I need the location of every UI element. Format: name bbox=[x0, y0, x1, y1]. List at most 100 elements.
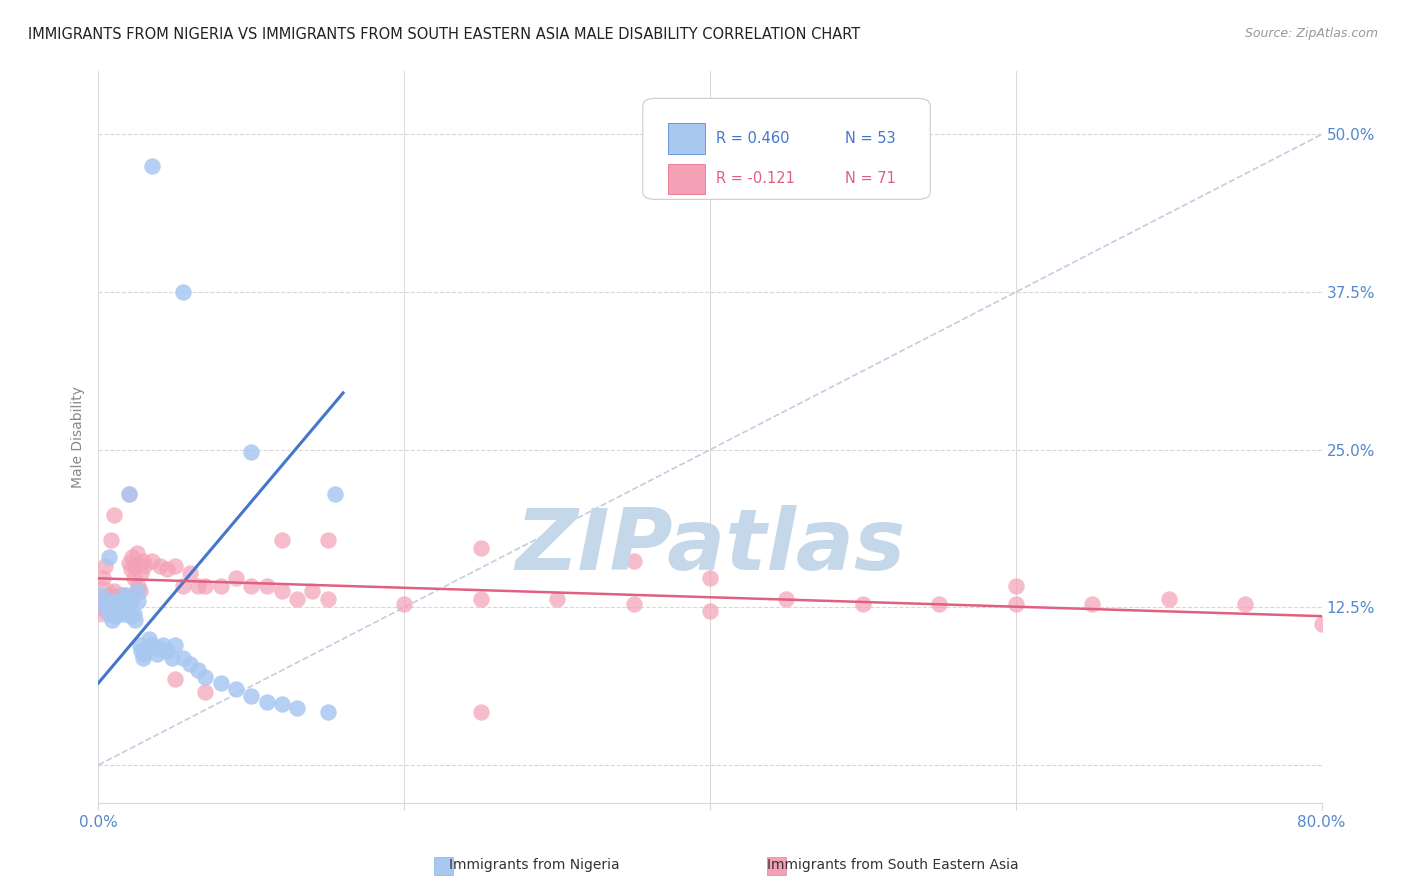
Point bbox=[115, 600, 138, 615]
Point bbox=[470, 705, 492, 719]
Point bbox=[301, 583, 323, 598]
Point bbox=[132, 650, 155, 665]
Point bbox=[94, 604, 117, 618]
Point bbox=[93, 600, 115, 615]
Point bbox=[111, 597, 134, 611]
Point bbox=[470, 541, 492, 555]
Point bbox=[104, 609, 127, 624]
Point bbox=[1310, 616, 1333, 631]
Point bbox=[160, 650, 183, 665]
Point bbox=[194, 685, 217, 699]
Point bbox=[699, 571, 721, 585]
Point bbox=[852, 597, 875, 611]
Point bbox=[163, 558, 186, 573]
Point bbox=[90, 591, 112, 606]
Point bbox=[546, 591, 568, 606]
Point bbox=[115, 588, 138, 602]
Point bbox=[125, 546, 148, 560]
Point bbox=[145, 647, 167, 661]
Point bbox=[194, 670, 217, 684]
FancyBboxPatch shape bbox=[668, 123, 706, 154]
Point bbox=[470, 591, 492, 606]
Point bbox=[118, 556, 141, 570]
Point bbox=[121, 591, 143, 606]
Point bbox=[775, 591, 797, 606]
Point bbox=[100, 597, 122, 611]
Point bbox=[100, 597, 122, 611]
Point bbox=[225, 571, 247, 585]
Point bbox=[623, 554, 645, 568]
Point bbox=[623, 597, 645, 611]
Point bbox=[103, 594, 125, 608]
Point bbox=[125, 583, 148, 598]
Point bbox=[112, 604, 135, 618]
Point bbox=[179, 657, 201, 671]
Point bbox=[127, 579, 149, 593]
Point bbox=[1234, 597, 1257, 611]
Point bbox=[93, 558, 115, 573]
Point bbox=[149, 558, 172, 573]
Point bbox=[105, 594, 128, 608]
Point bbox=[97, 594, 120, 608]
Point bbox=[285, 591, 308, 606]
Point bbox=[187, 664, 209, 678]
Text: Immigrants from South Eastern Asia: Immigrants from South Eastern Asia bbox=[768, 858, 1018, 872]
Point bbox=[270, 533, 292, 548]
Point bbox=[110, 588, 132, 602]
Point bbox=[89, 594, 111, 608]
Point bbox=[172, 650, 194, 665]
Point bbox=[132, 554, 155, 568]
Point bbox=[316, 705, 339, 719]
Point bbox=[105, 600, 128, 615]
Point bbox=[141, 638, 163, 652]
Point bbox=[129, 644, 152, 658]
Point bbox=[325, 487, 347, 501]
Point bbox=[270, 698, 292, 712]
Point bbox=[128, 583, 150, 598]
Text: IMMIGRANTS FROM NIGERIA VS IMMIGRANTS FROM SOUTH EASTERN ASIA MALE DISABILITY CO: IMMIGRANTS FROM NIGERIA VS IMMIGRANTS FR… bbox=[28, 27, 860, 42]
Point bbox=[124, 558, 146, 573]
Point bbox=[129, 566, 152, 581]
Point bbox=[1157, 591, 1180, 606]
Y-axis label: Male Disability: Male Disability bbox=[72, 386, 86, 488]
Point bbox=[118, 487, 141, 501]
Point bbox=[98, 594, 121, 608]
Point bbox=[118, 597, 141, 611]
Point bbox=[209, 579, 232, 593]
Point bbox=[163, 638, 186, 652]
Point bbox=[285, 701, 308, 715]
Point bbox=[107, 604, 129, 618]
Point bbox=[120, 562, 142, 576]
Point bbox=[138, 632, 160, 646]
Point bbox=[316, 591, 339, 606]
Point bbox=[101, 591, 124, 606]
Point bbox=[240, 445, 263, 459]
Point bbox=[93, 597, 115, 611]
Point bbox=[127, 594, 149, 608]
Point bbox=[122, 571, 145, 585]
Point bbox=[134, 558, 156, 573]
Point bbox=[100, 533, 122, 548]
Point bbox=[110, 597, 132, 611]
Text: R = -0.121: R = -0.121 bbox=[716, 171, 794, 186]
Point bbox=[98, 607, 121, 621]
Point bbox=[172, 285, 194, 299]
Text: N = 53: N = 53 bbox=[845, 131, 896, 146]
Point bbox=[172, 579, 194, 593]
Point bbox=[240, 579, 263, 593]
Point bbox=[134, 647, 156, 661]
Point bbox=[141, 159, 163, 173]
Point bbox=[256, 695, 278, 709]
Point bbox=[152, 638, 174, 652]
Point bbox=[120, 609, 142, 624]
Point bbox=[97, 588, 120, 602]
Point bbox=[112, 588, 135, 602]
Point bbox=[316, 533, 339, 548]
Point bbox=[256, 579, 278, 593]
Point bbox=[98, 549, 121, 564]
Text: ZIPatlas: ZIPatlas bbox=[515, 505, 905, 589]
Text: Immigrants from Nigeria: Immigrants from Nigeria bbox=[449, 858, 620, 872]
Point bbox=[194, 579, 217, 593]
Point bbox=[270, 583, 292, 598]
Point bbox=[1004, 579, 1026, 593]
